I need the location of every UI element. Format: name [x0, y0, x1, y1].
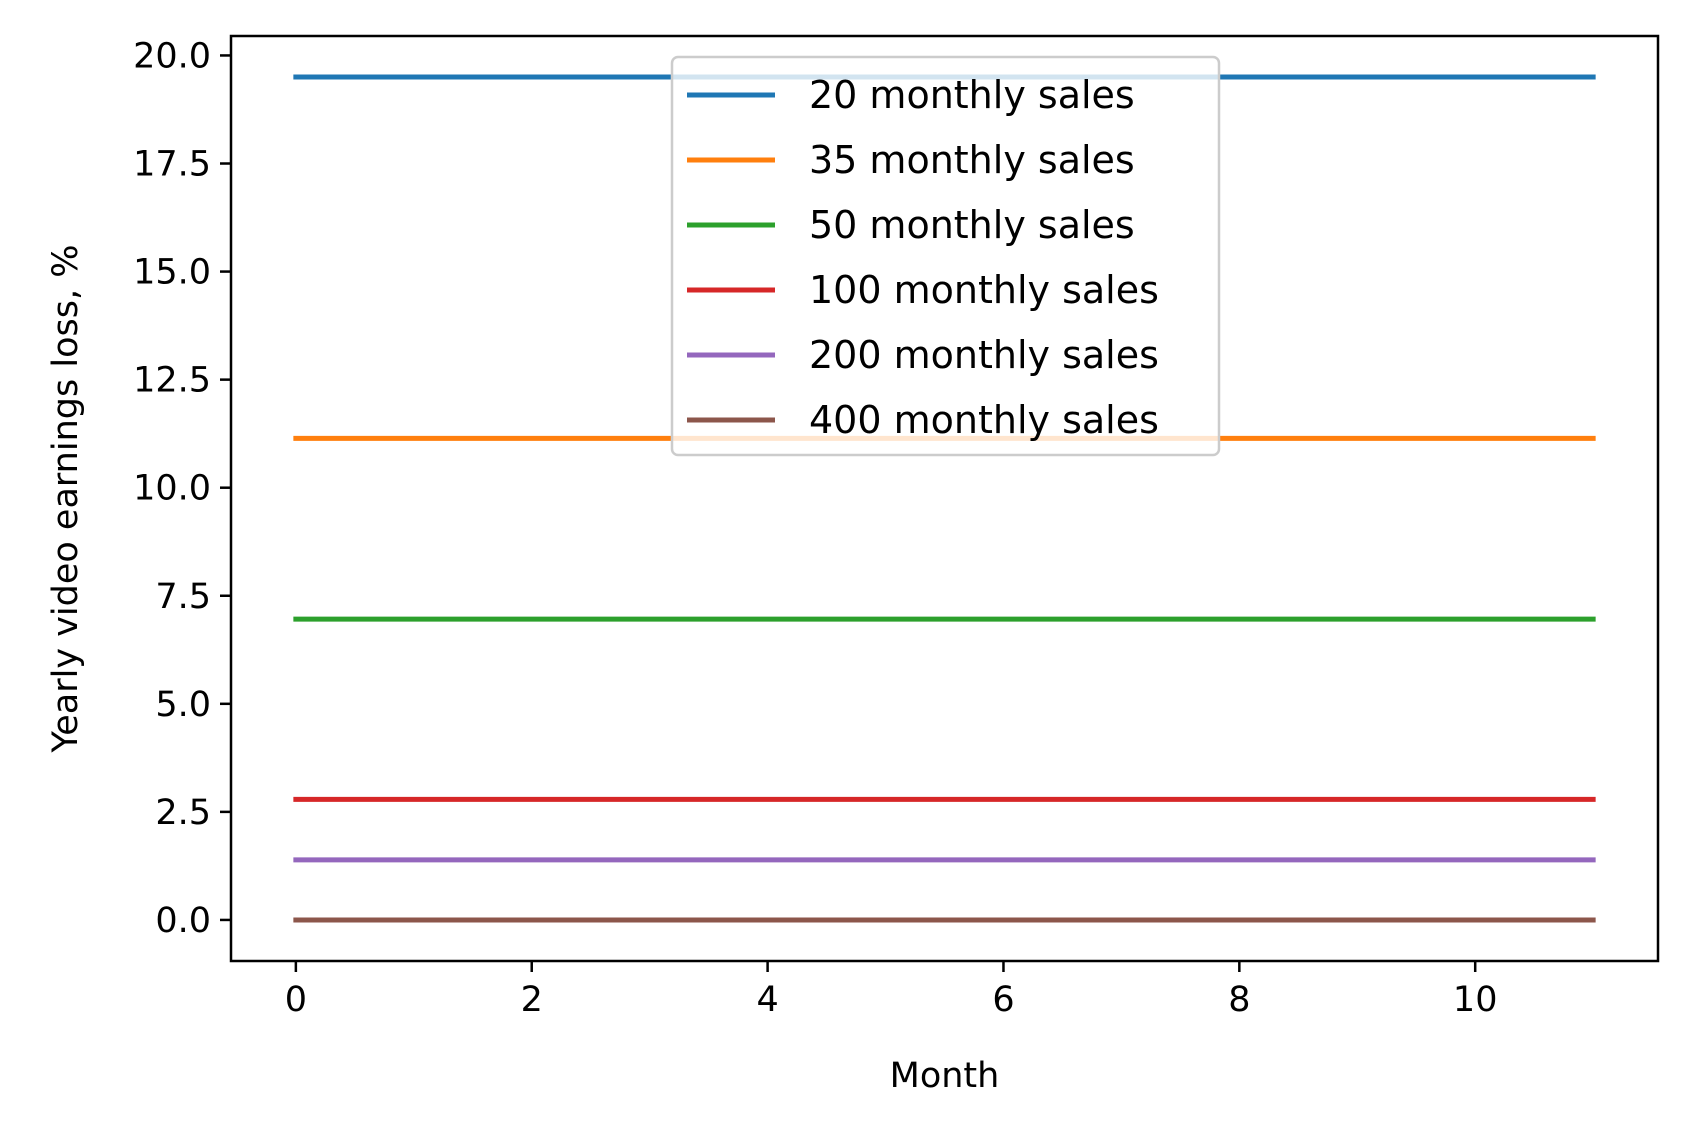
legend-box [670, 55, 1221, 457]
y-tick-label: 17.5 [133, 145, 211, 185]
y-tick-label: 12.5 [133, 361, 211, 401]
legend-label: 35 monthly sales [809, 138, 1135, 182]
y-tick-label: 10.0 [133, 469, 211, 509]
x-axis: 0 2 4 6 8 10 [285, 961, 1498, 1020]
x-axis-label: Month [890, 1056, 1000, 1096]
y-tick-label: 0.0 [155, 901, 211, 941]
x-tick-label: 6 [992, 980, 1014, 1020]
y-tick-label: 5.0 [155, 685, 211, 725]
x-tick-label: 0 [285, 980, 307, 1020]
legend-label: 50 monthly sales [809, 203, 1135, 247]
y-tick-label: 15.0 [133, 253, 211, 293]
legend-label: 100 monthly sales [809, 268, 1159, 312]
y-tick-label: 7.5 [155, 577, 211, 617]
plot-frame [229, 34, 1660, 963]
y-axis: 0.0 2.5 5.0 7.5 10.0 12.5 15.0 17.5 20.0 [133, 36, 231, 941]
legend-label: 400 monthly sales [809, 398, 1159, 442]
y-tick-label: 2.5 [155, 793, 211, 833]
legend-label: 20 monthly sales [809, 73, 1135, 117]
x-tick-label: 10 [1453, 980, 1498, 1020]
legend: 20 monthly sales 35 monthly sales 50 month… [670, 55, 1221, 457]
x-tick-label: 4 [756, 980, 778, 1020]
x-tick-label: 2 [521, 980, 543, 1020]
y-tick-label: 20.0 [133, 36, 211, 76]
legend-label: 200 monthly sales [809, 333, 1159, 377]
x-tick-label: 8 [1228, 980, 1250, 1020]
y-axis-label: Yearly video earnings loss, % [46, 245, 86, 754]
